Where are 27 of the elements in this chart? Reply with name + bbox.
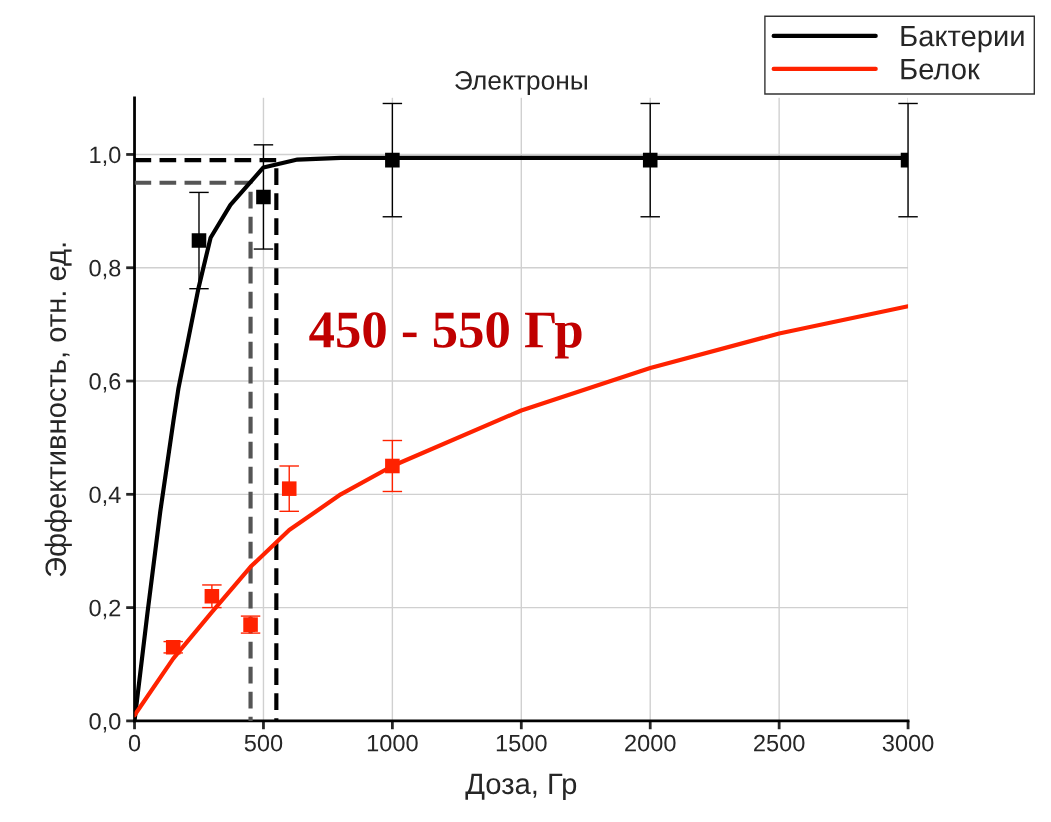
x-tick-label: 500: [244, 734, 283, 752]
x-tick-label: 1000: [367, 734, 418, 752]
y-tick-label: 0,2: [89, 599, 121, 620]
legend-label: Бактерии: [901, 26, 1024, 53]
y-tick-label: 0,8: [89, 259, 121, 280]
point: [191, 233, 207, 248]
point: [256, 189, 271, 205]
point: [385, 152, 400, 168]
y-tick-label: 0,6: [89, 373, 121, 393]
line-series: [134, 304, 909, 718]
x-tick-label: 0: [128, 734, 141, 752]
x-tick-label: 1500: [496, 734, 547, 752]
x-axis-title: Доза, Гр: [465, 773, 577, 800]
annotation: 450 - 550 Гр: [309, 312, 582, 359]
point: [385, 458, 400, 474]
x-tick-label: 3000: [882, 734, 934, 752]
chart-title: Электроны: [455, 71, 587, 95]
point: [642, 152, 658, 168]
x-tick-label: 2500: [754, 734, 805, 752]
legend-label: Белок: [901, 59, 980, 80]
y-tick-label: 0,0: [89, 712, 121, 733]
point: [204, 589, 220, 604]
point: [281, 481, 297, 496]
x-tick-label: 2000: [625, 734, 676, 752]
y-axis-title: Эффективность, отн. ед.: [44, 243, 72, 577]
y-tick-label: 1,0: [90, 146, 121, 167]
y-tick-label: 0,4: [89, 486, 121, 506]
